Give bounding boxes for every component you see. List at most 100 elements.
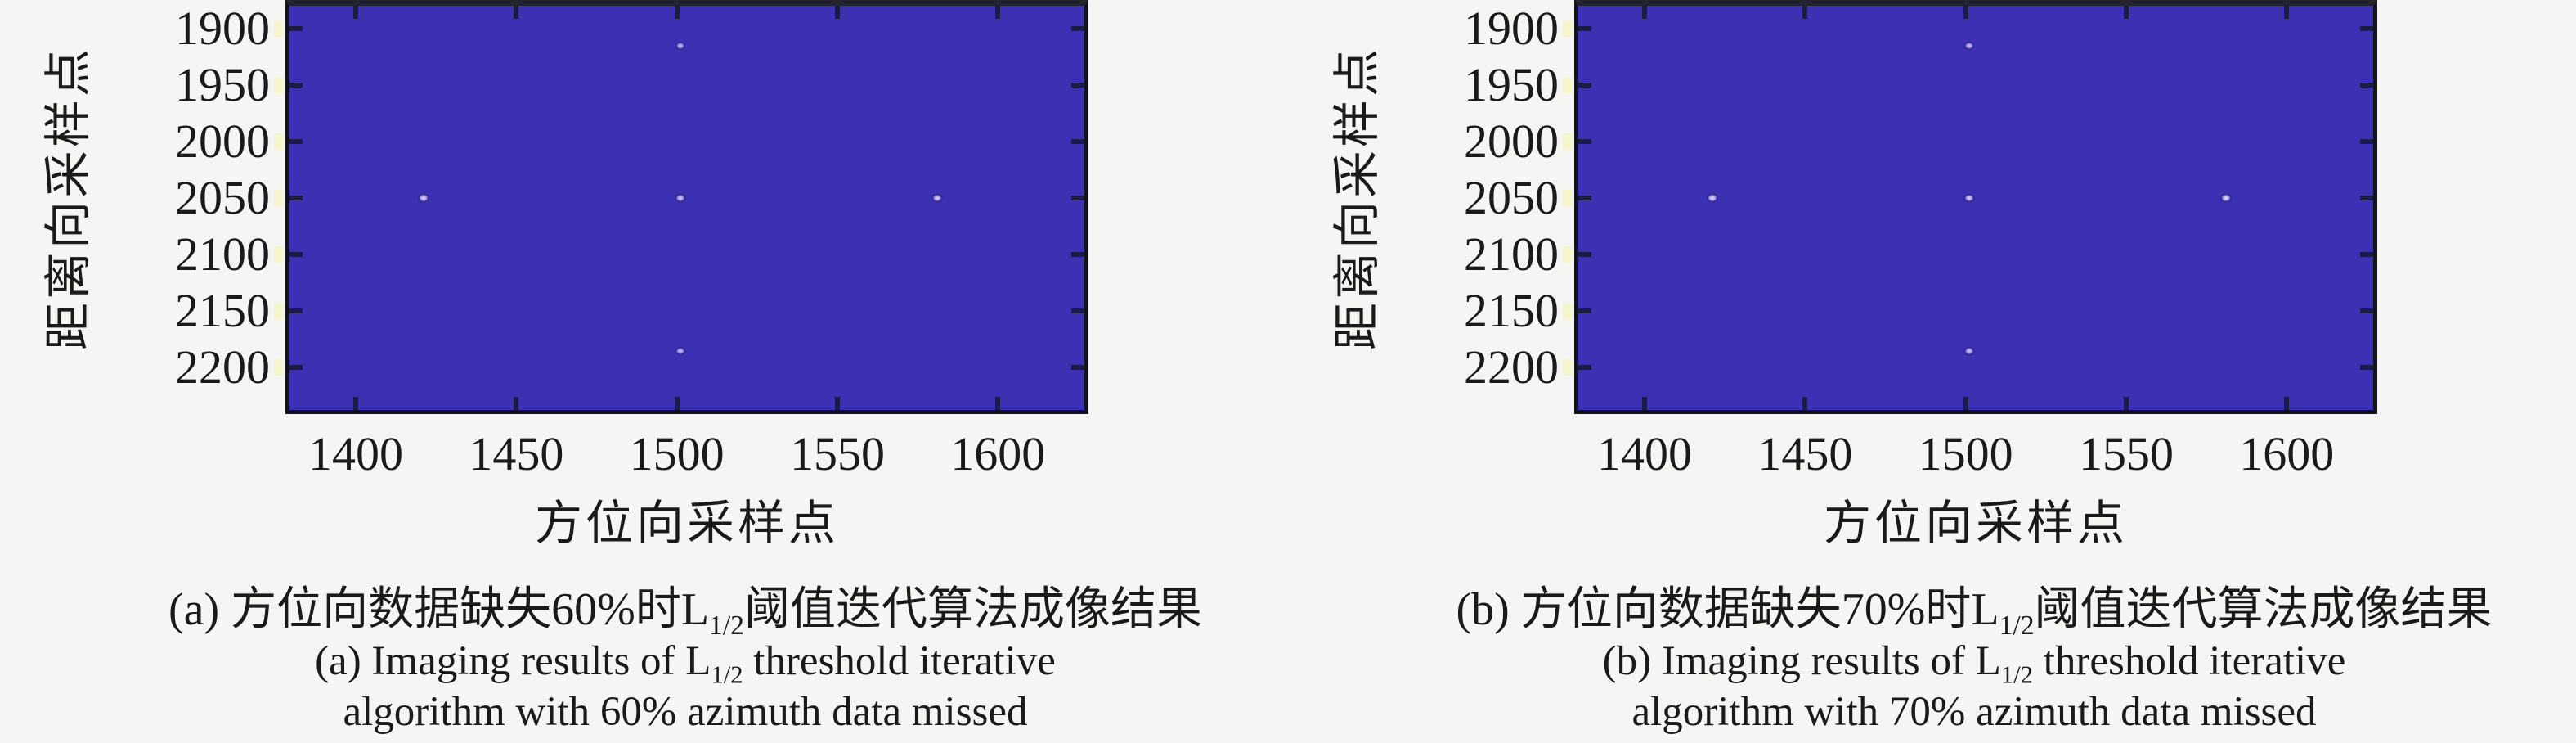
y-tick-mark-right xyxy=(2360,196,2373,201)
target-point xyxy=(672,192,688,205)
y-tick-label: 2050 xyxy=(175,171,270,225)
y-tick-mark-right xyxy=(1071,83,1084,88)
tick-artifact xyxy=(274,20,283,37)
y-tick-mark-left xyxy=(289,308,303,314)
x-tick-label: 1550 xyxy=(789,427,885,480)
y-tick-mark-right xyxy=(2360,365,2373,371)
x-tick-label: 1500 xyxy=(1918,427,2013,480)
x-tick-mark-top xyxy=(353,6,358,19)
x-tick-label: 1600 xyxy=(2239,427,2335,480)
caption-chinese-text2: 阈值迭代算法成像结果 xyxy=(743,584,1202,635)
y-tick-mark-left xyxy=(1578,196,1591,201)
x-tick-label: 1400 xyxy=(308,427,403,480)
y-tick-label: 2100 xyxy=(175,227,270,281)
y-tick-mark-left xyxy=(289,365,303,371)
x-tick-label: 1550 xyxy=(2078,427,2174,480)
y-tick-mark-left xyxy=(1578,252,1591,258)
y-tick-label: 1950 xyxy=(175,58,270,112)
x-tick-mark-bottom xyxy=(2123,397,2129,410)
x-tick-mark-bottom xyxy=(995,397,1001,410)
y-tick-label: 2150 xyxy=(1464,284,1559,338)
x-tick-label: 1450 xyxy=(469,427,564,480)
y-tick-mark-left xyxy=(1578,365,1591,371)
target-point xyxy=(673,345,688,357)
target-point xyxy=(415,191,432,205)
tick-artifact xyxy=(274,303,283,320)
tick-artifact xyxy=(1563,359,1572,376)
plot-area xyxy=(285,0,1088,414)
tick-artifact xyxy=(1563,133,1572,151)
tick-artifact xyxy=(274,359,283,376)
plot-area xyxy=(1574,0,2377,414)
y-tick-mark-left xyxy=(289,196,303,201)
x-tick-mark-bottom xyxy=(353,397,358,410)
x-tick-mark-top xyxy=(674,6,680,19)
y-tick-mark-left xyxy=(1578,139,1591,145)
target-point xyxy=(1962,40,1977,52)
caption-subscript: 1/2 xyxy=(711,660,743,689)
y-tick-mark-left xyxy=(289,83,303,88)
x-tick-mark-top xyxy=(1802,6,1808,19)
y-tick-label: 2000 xyxy=(175,115,270,169)
y-tick-mark-right xyxy=(1071,308,1084,314)
x-tick-mark-top xyxy=(2123,6,2129,19)
target-point xyxy=(1704,191,1721,205)
y-tick-mark-left xyxy=(1578,26,1591,31)
y-tick-mark-right xyxy=(2360,83,2373,88)
y-tick-mark-right xyxy=(2360,308,2373,314)
caption-english-text2: threshold iterative xyxy=(2032,638,2346,684)
x-tick-mark-bottom xyxy=(674,397,680,410)
y-tick-label: 1900 xyxy=(175,2,270,55)
y-tick-label: 2100 xyxy=(1464,227,1559,281)
caption-english-line1: (a) Imaging results of L1/2 threshold it… xyxy=(0,637,1371,689)
y-tick-label: 2000 xyxy=(1464,115,1559,169)
caption-chinese: (a) 方位向数据缺失60%时L1/2阈值迭代算法成像结果 xyxy=(0,582,1371,639)
y-tick-label: 1950 xyxy=(1464,58,1559,112)
x-tick-mark-bottom xyxy=(834,397,840,410)
target-point xyxy=(673,40,687,52)
x-tick-label: 1500 xyxy=(629,427,725,480)
y-tick-mark-right xyxy=(1071,26,1084,31)
x-tick-mark-top xyxy=(514,6,519,19)
caption-chinese-text2: 阈值迭代算法成像结果 xyxy=(2034,584,2493,635)
y-tick-label: 1900 xyxy=(1464,2,1559,55)
caption-subscript: 1/2 xyxy=(1999,610,2035,641)
caption-english-text: (a) Imaging results of L xyxy=(315,638,711,684)
caption-subscript: 1/2 xyxy=(709,610,744,641)
y-tick-mark-right xyxy=(2360,139,2373,145)
x-axis-label: 方位向采样点 xyxy=(534,497,839,550)
caption-english-line2: algorithm with 70% azimuth data missed xyxy=(1631,689,2317,735)
caption-english-text: (b) Imaging results of L xyxy=(1602,638,2001,684)
y-tick-label: 2050 xyxy=(1464,171,1559,225)
y-tick-mark-right xyxy=(1071,139,1084,145)
y-tick-mark-right xyxy=(2360,252,2373,258)
tick-artifact xyxy=(274,246,283,263)
target-point xyxy=(1962,344,1977,357)
y-tick-mark-right xyxy=(1071,252,1084,258)
target-point xyxy=(929,192,945,205)
target-point xyxy=(1961,192,1977,205)
y-tick-mark-right xyxy=(1071,365,1084,371)
y-tick-label: 2150 xyxy=(175,284,270,338)
subfigure-a: 距离向采样点 方位向采样点 (a) 方位向数据缺失60%时L1/2阈值迭代算法成… xyxy=(42,0,1202,735)
caption-english-line2: algorithm with 60% azimuth data missed xyxy=(343,689,1028,735)
tick-artifact xyxy=(1563,190,1572,207)
x-tick-mark-top xyxy=(834,6,840,19)
x-tick-mark-top xyxy=(1963,6,1968,19)
caption-subscript: 1/2 xyxy=(2000,660,2033,689)
tick-artifact xyxy=(1563,77,1572,94)
tick-artifact xyxy=(1563,246,1572,263)
x-tick-mark-bottom xyxy=(2284,397,2290,410)
tick-artifact xyxy=(1563,20,1572,37)
y-tick-mark-right xyxy=(2360,26,2373,31)
y-tick-label: 2200 xyxy=(1464,340,1559,394)
x-tick-mark-bottom xyxy=(1963,397,1968,410)
tick-artifact xyxy=(274,133,283,151)
tick-artifact xyxy=(274,190,283,207)
y-tick-mark-left xyxy=(1578,308,1591,314)
caption-english-line1: (b) Imaging results of L1/2 threshold it… xyxy=(1289,637,2576,689)
y-tick-mark-left xyxy=(289,26,303,31)
subfigure-b: 距离向采样点 方位向采样点 (b) 方位向数据缺失70%时L1/2阈值迭代算法成… xyxy=(1289,0,2576,743)
x-tick-mark-top xyxy=(1642,6,1647,19)
